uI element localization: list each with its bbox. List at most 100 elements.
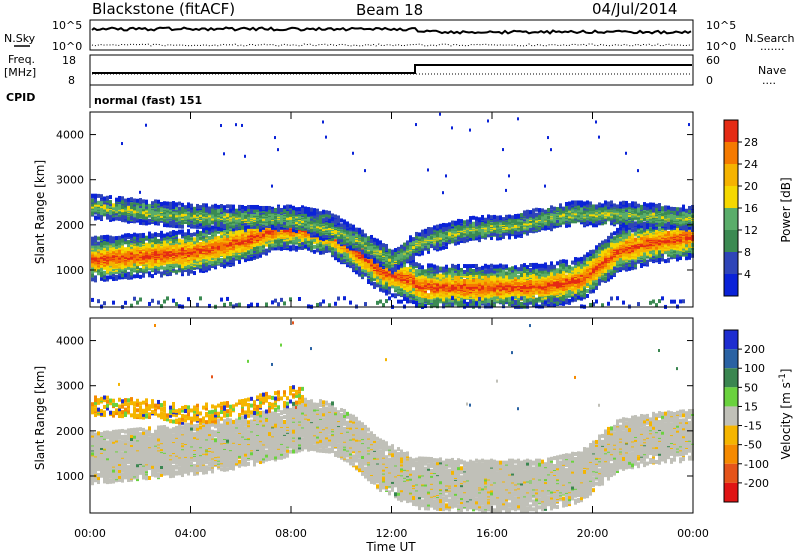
power-cell (229, 208, 232, 212)
power-cell (127, 272, 130, 276)
power-cell (343, 225, 346, 229)
power-cell (178, 239, 181, 243)
power-cell (187, 202, 190, 206)
power-cell (316, 213, 319, 217)
power-cell (334, 302, 337, 306)
freq-panel-frame (90, 55, 693, 85)
power-cell (385, 290, 388, 294)
power-cell (394, 293, 397, 297)
power-cell (157, 208, 160, 212)
power-cell (388, 290, 391, 294)
noise-search-legend: ....... (760, 40, 784, 53)
power-cell (391, 255, 394, 259)
power-cell (112, 203, 115, 207)
power-cell (364, 233, 367, 237)
power-cell (121, 235, 124, 239)
power-cell (325, 210, 328, 214)
power-cell (154, 199, 157, 203)
power-cell (223, 205, 226, 209)
power-cell (298, 243, 301, 247)
power-cell (130, 234, 133, 238)
power-cell (193, 237, 196, 241)
power-cell (244, 226, 247, 230)
power-cell (265, 302, 268, 306)
power-cell (220, 124, 222, 127)
power-cell (325, 136, 327, 139)
beam-title: Beam 18 (356, 1, 423, 19)
power-cell (172, 230, 175, 234)
power-cell (133, 297, 136, 301)
nave-legend: .... (762, 74, 776, 87)
power-cell (289, 245, 292, 249)
power-cell (121, 196, 124, 200)
power-cell (394, 248, 397, 252)
power-cell (397, 300, 400, 304)
power-cell (325, 246, 328, 250)
power-cell (187, 235, 190, 239)
power-cell (280, 208, 283, 212)
power-cell (361, 230, 364, 234)
power-cell (163, 201, 166, 205)
power-cell (226, 213, 229, 217)
power-cell (307, 304, 310, 308)
power-cell (256, 250, 259, 254)
power-cell (211, 205, 214, 209)
power-cell (160, 272, 163, 276)
power-cell (313, 208, 316, 212)
noise-right-tick-top: 10^5 (706, 19, 736, 32)
power-cell (136, 233, 139, 237)
power-cell (319, 211, 322, 215)
power-cell (115, 236, 118, 240)
power-cell (340, 223, 343, 227)
power-cell (313, 250, 316, 254)
power-cells (91, 113, 694, 309)
power-cell (226, 204, 229, 208)
power-cell (277, 210, 280, 214)
power-cell (313, 245, 316, 249)
power-cell (280, 298, 283, 302)
power-cell (91, 199, 94, 203)
power-cell (232, 257, 235, 261)
cpid-text: normal (fast) 151 (94, 94, 202, 107)
power-cell (298, 207, 301, 211)
power-cell (118, 196, 121, 200)
power-cell (199, 242, 202, 246)
power-cell (157, 246, 160, 250)
power-cell (142, 233, 145, 237)
power-cell (358, 267, 361, 271)
station-title: Blackstone (fitACF) (92, 0, 235, 18)
power-cell (127, 206, 130, 210)
power-cell (415, 232, 418, 236)
power-cell (292, 245, 295, 249)
power-cell (322, 218, 325, 222)
power-cell (382, 243, 385, 247)
power-cell (100, 235, 103, 239)
power-cell (373, 282, 376, 286)
power-cell (208, 227, 211, 231)
power-cell (148, 219, 151, 223)
power-cell (127, 217, 130, 221)
power-cell (268, 210, 271, 214)
power-cell (277, 302, 280, 306)
power-cell (226, 209, 229, 213)
power-cell (118, 236, 121, 240)
power-cell (265, 206, 268, 210)
power-cell (316, 233, 319, 237)
power-cell (91, 194, 94, 198)
power-cell (418, 263, 421, 267)
power-cell (115, 198, 118, 202)
power-cell (220, 204, 223, 208)
power-cell (196, 230, 199, 234)
power-cell (136, 206, 139, 210)
power-cell (334, 219, 337, 223)
noise-sky-trace (92, 28, 691, 34)
power-cell (160, 304, 163, 308)
power-cell (331, 217, 334, 221)
power-cell (238, 303, 241, 307)
power-cell (184, 232, 187, 236)
power-cell (100, 194, 103, 198)
power-cell (97, 201, 100, 205)
power-cell (124, 301, 127, 305)
power-cell (190, 204, 193, 208)
freq-tick-top: 18 (62, 54, 76, 67)
